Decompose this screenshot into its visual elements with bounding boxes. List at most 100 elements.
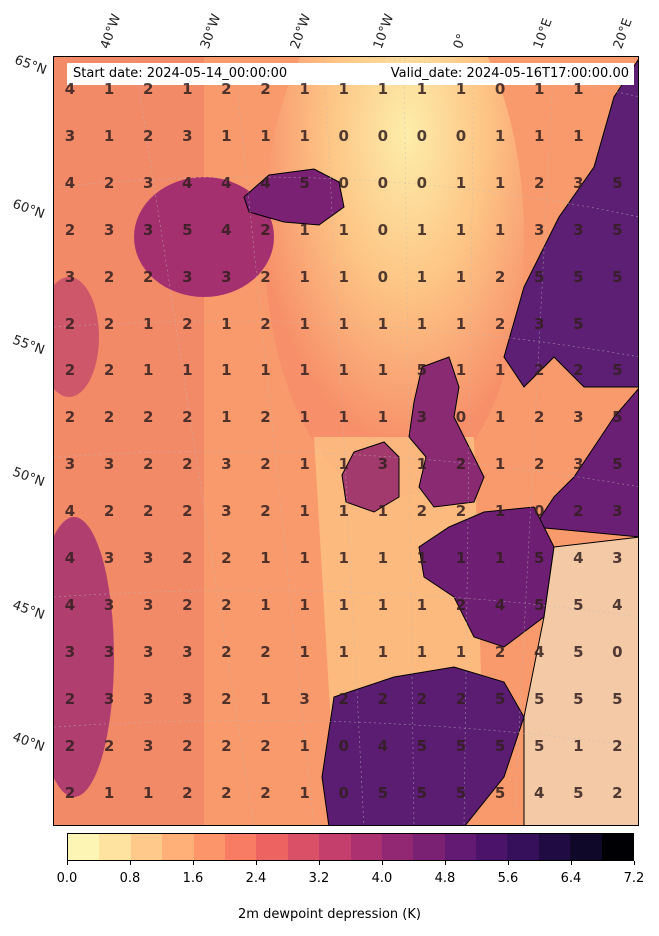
grid-value: 0 — [377, 267, 389, 286]
grid-value: 5 — [494, 736, 506, 755]
grid-value: 4 — [64, 549, 76, 567]
grid-value: 2 — [182, 455, 193, 474]
grid-value: 1 — [103, 80, 115, 98]
grid-value: 5 — [494, 689, 506, 708]
grid-value: 1 — [182, 80, 193, 98]
grid-value: 2 — [64, 220, 76, 239]
grid-value: 5 — [573, 267, 584, 286]
grid-value: 2 — [494, 642, 506, 661]
grid-value: 3 — [182, 689, 193, 708]
grid-value: 1 — [455, 314, 467, 333]
grid-value: 1 — [455, 361, 467, 380]
grid-value: 1 — [416, 314, 428, 333]
colorbar-segment — [99, 834, 131, 860]
grid-value: 4 — [260, 173, 271, 192]
grid-value: 5 — [573, 689, 584, 708]
lat-label: 55°N — [10, 332, 47, 359]
grid-value: 3 — [182, 267, 193, 286]
grid-value: 0 — [533, 502, 545, 521]
grid-value: 3 — [142, 642, 154, 661]
grid-value: 3 — [103, 689, 115, 708]
iceland — [243, 168, 345, 226]
grid-value: 3 — [221, 502, 232, 521]
start-date-label: Start date: 2024-05-14_00:00:00 — [73, 66, 288, 81]
grid-value: 1 — [494, 549, 506, 567]
grid-value: 4 — [377, 736, 389, 755]
grid-value: 3 — [573, 220, 584, 239]
grid-value: 0 — [455, 126, 467, 145]
grid-value: 1 — [221, 361, 232, 380]
grid-value: 2 — [182, 408, 193, 427]
grid-value: 1 — [338, 455, 349, 474]
grid-value: 2 — [221, 736, 232, 755]
grid-value: 0 — [338, 736, 349, 755]
grid-value: 5 — [533, 736, 545, 755]
grid-value: 3 — [103, 595, 115, 614]
dewpoint-depression-map — [54, 57, 638, 825]
grid-value: 1 — [260, 595, 271, 614]
grid-value: 5 — [612, 267, 623, 286]
grid-value: 1 — [221, 408, 232, 427]
grid-value: 3 — [533, 220, 545, 239]
grid-value: 3 — [64, 267, 76, 286]
colorbar-tick-mark — [130, 861, 131, 865]
grid-value: 1 — [377, 314, 389, 333]
iberia — [321, 666, 525, 825]
grid-value: 1 — [338, 549, 349, 567]
grid-value: 2 — [533, 173, 545, 192]
ireland — [341, 441, 400, 513]
grid-value: 2 — [142, 80, 154, 98]
lon-label: 20°E — [610, 16, 636, 51]
colorbar-tick-mark — [571, 861, 572, 865]
grid-value: 3 — [142, 736, 154, 755]
grid-value: 2 — [182, 736, 193, 755]
grid-value: 3 — [103, 642, 115, 661]
grid-value: 2 — [455, 689, 467, 708]
grid-value: 2 — [64, 736, 76, 755]
grid-value: 1 — [533, 80, 545, 98]
grid-value: 3 — [103, 220, 115, 239]
colorbar-segment — [538, 834, 571, 860]
grid-value: 1 — [338, 408, 349, 427]
grid-value: 3 — [221, 267, 232, 286]
colorbar-segment — [381, 834, 414, 860]
lon-label: 20°W — [287, 12, 315, 51]
colorbar-tick-mark — [256, 861, 257, 865]
grid-value: 2 — [142, 408, 154, 427]
grid-value: 3 — [221, 455, 232, 474]
grid-value: 1 — [455, 80, 467, 98]
grid-value: 5 — [612, 689, 623, 708]
grid-value: 2 — [142, 267, 154, 286]
grid-value: 2 — [182, 549, 193, 567]
grid-value: 2 — [494, 314, 506, 333]
grid-value: 2 — [612, 736, 623, 755]
grid-value: 2 — [533, 408, 545, 427]
grid-value: 1 — [533, 126, 545, 145]
grid-value: 5 — [182, 220, 193, 239]
grid-value: 1 — [416, 642, 428, 661]
grid-value: 3 — [142, 549, 154, 567]
grid-value: 2 — [64, 314, 76, 333]
grid-value: 1 — [573, 126, 584, 145]
grid-value: 5 — [494, 783, 506, 802]
grid-value: 2 — [338, 689, 349, 708]
grid-value: 1 — [494, 408, 506, 427]
lon-label: 0° — [450, 31, 471, 51]
grid-value: 1 — [260, 126, 271, 145]
grid-value: 1 — [455, 173, 467, 192]
grid-value: 2 — [103, 408, 115, 427]
grid-value: 4 — [182, 173, 193, 192]
grid-value: 3 — [612, 549, 623, 567]
grid-value: 5 — [416, 361, 428, 380]
grid-value: 1 — [338, 642, 349, 661]
colorbar-segment — [193, 834, 225, 860]
grid-value: 1 — [416, 220, 428, 239]
colorbar-segment — [444, 834, 477, 860]
grid-value: 1 — [299, 642, 310, 661]
grid-value: 3 — [64, 126, 76, 145]
grid-value: 4 — [494, 595, 506, 614]
colorbar-segment — [570, 834, 602, 860]
grid-value: 1 — [494, 502, 506, 521]
grid-value: 2 — [182, 783, 193, 802]
colorbar-segment — [256, 834, 288, 860]
